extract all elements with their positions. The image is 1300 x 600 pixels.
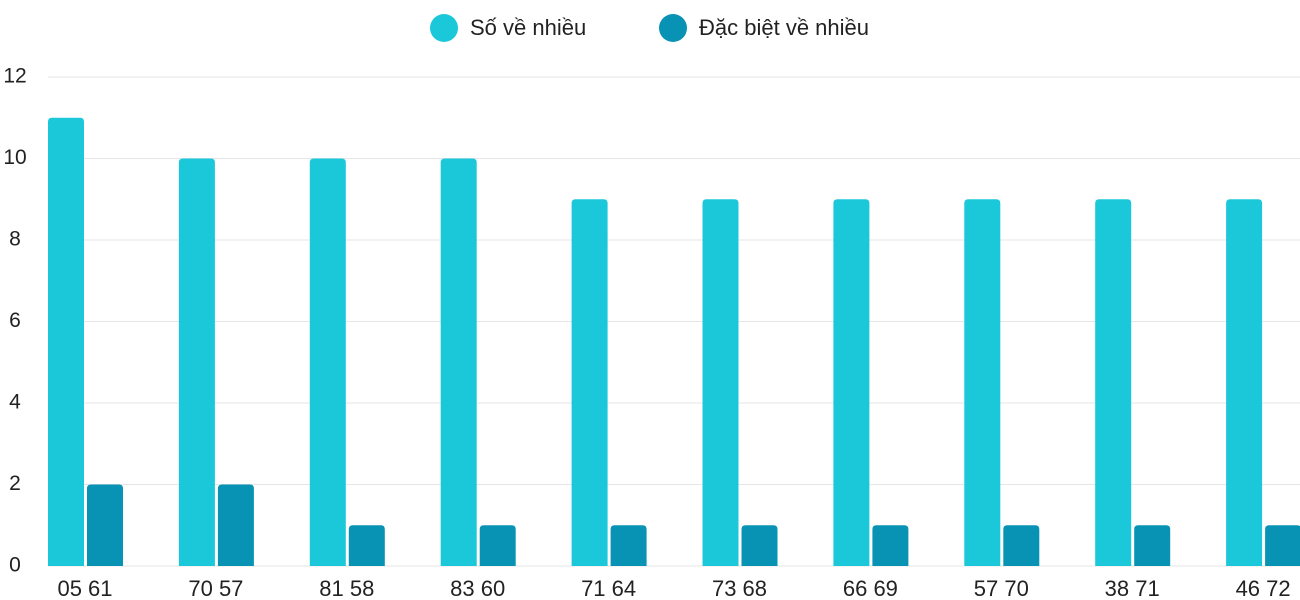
legend-label: Đặc biệt về nhiều — [699, 15, 869, 40]
y-tick-label: 2 — [9, 472, 21, 495]
y-tick-label: 12 — [3, 65, 26, 88]
bar — [1265, 525, 1300, 566]
y-tick-label: 4 — [9, 391, 21, 414]
y-tick-label: 10 — [3, 146, 26, 169]
bar — [1095, 199, 1132, 566]
x-tick-label: 05 61 — [57, 576, 112, 600]
bar — [309, 158, 346, 566]
x-tick-label: 70 57 — [188, 576, 243, 600]
bar — [964, 199, 1001, 566]
bar — [702, 199, 739, 566]
bar — [571, 199, 608, 566]
bar — [1134, 525, 1171, 566]
bar — [348, 525, 385, 566]
legend-label: Số về nhiều — [470, 15, 586, 40]
x-tick-label: 83 60 — [450, 576, 505, 600]
bar — [217, 484, 254, 566]
bar — [1226, 199, 1263, 566]
x-tick-label: 38 71 — [1105, 576, 1160, 600]
bar — [48, 117, 84, 566]
legend-swatch — [430, 14, 458, 42]
x-tick-label: 46 72 — [1236, 576, 1291, 600]
x-tick-label: 66 69 — [843, 576, 898, 600]
bar — [479, 525, 516, 566]
bar — [87, 484, 123, 566]
y-tick-label: 8 — [9, 228, 21, 251]
y-tick-label: 0 — [9, 554, 21, 577]
y-tick-label: 6 — [9, 309, 21, 332]
bar — [833, 199, 870, 566]
bar — [178, 158, 215, 566]
x-tick-label: 73 68 — [712, 576, 767, 600]
bar — [610, 525, 647, 566]
bar — [1003, 525, 1040, 566]
bar — [741, 525, 778, 566]
bar — [872, 525, 909, 566]
legend-swatch — [659, 14, 687, 42]
x-tick-label: 57 70 — [974, 576, 1029, 600]
x-tick-label: 81 58 — [319, 576, 374, 600]
bar — [440, 158, 477, 566]
x-tick-label: 71 64 — [581, 576, 636, 600]
